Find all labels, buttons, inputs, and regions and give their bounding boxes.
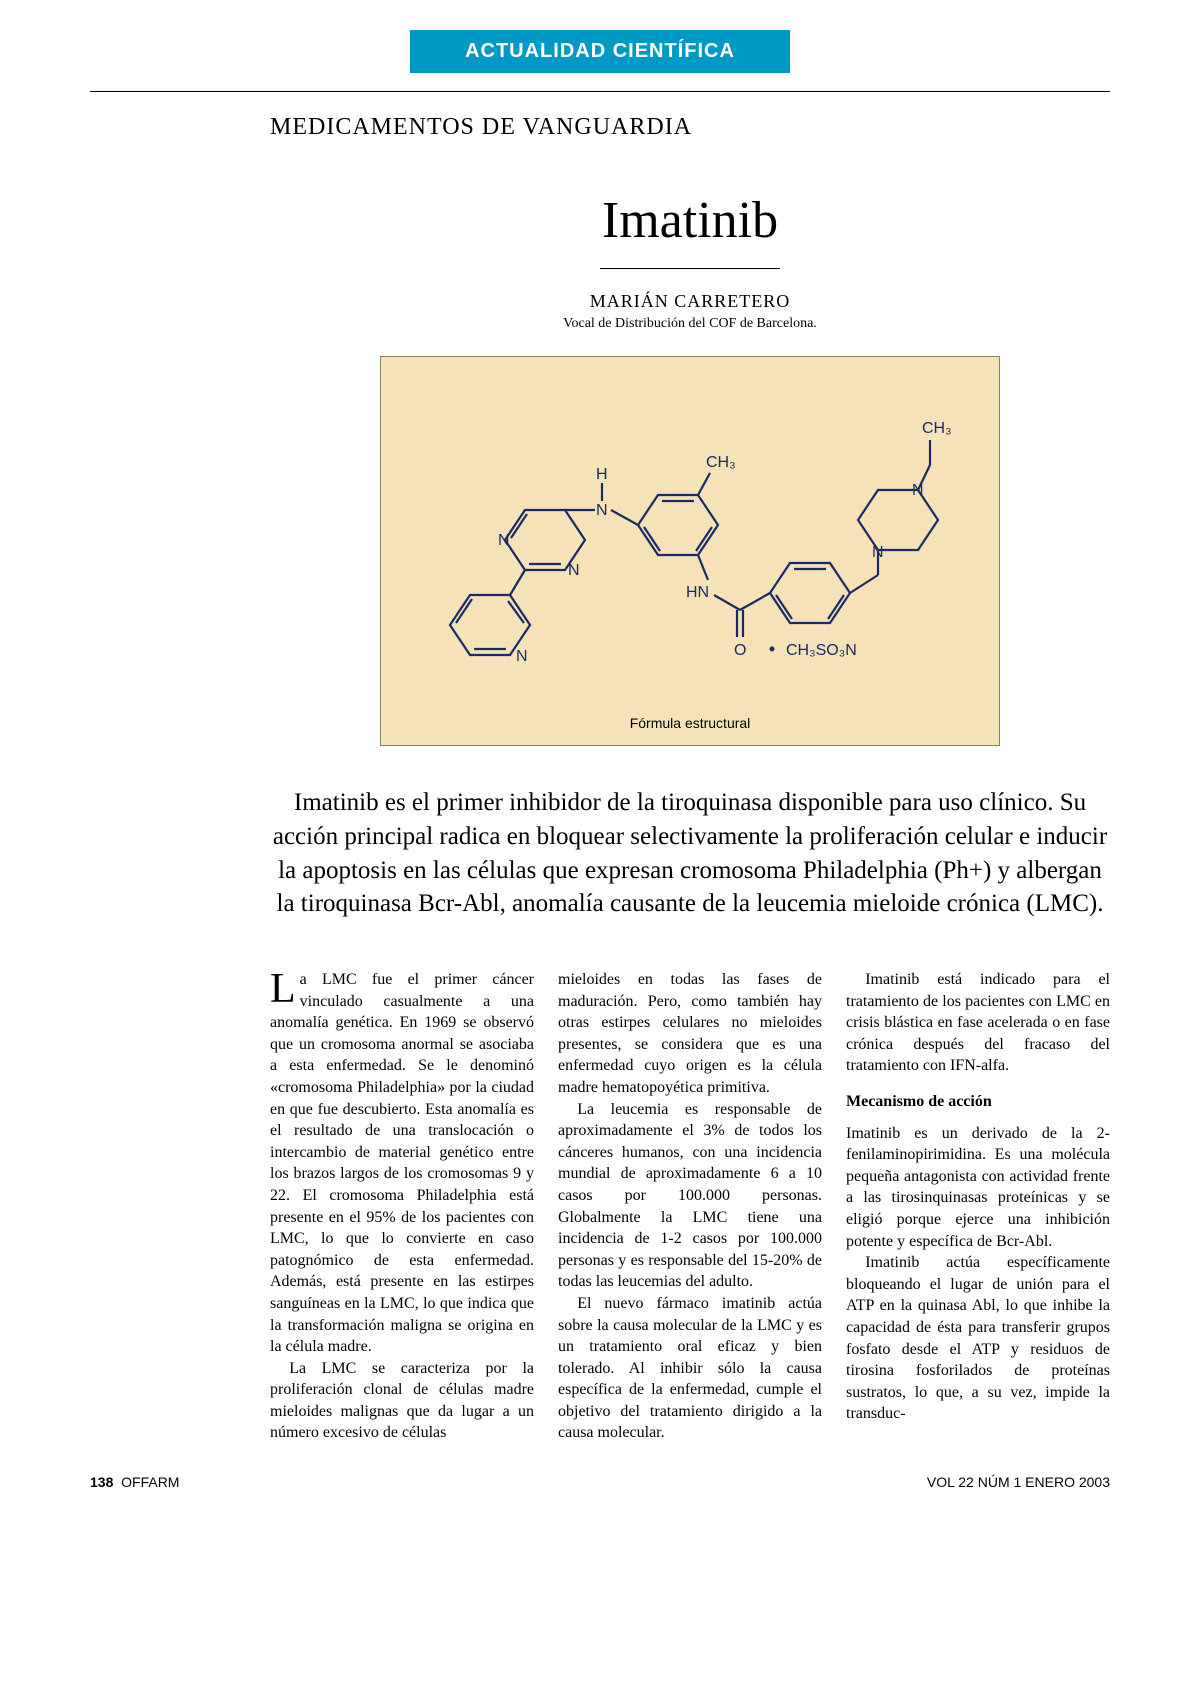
svg-text:N: N <box>596 502 608 519</box>
svg-text:N: N <box>872 544 884 561</box>
svg-text:CH₃: CH₃ <box>922 420 952 437</box>
col1-para2: La LMC se caracteriza por la proliferaci… <box>270 1358 534 1444</box>
svg-text:H: H <box>596 466 608 483</box>
title-underline <box>600 268 780 269</box>
col1-para1: La LMC fue el primer cáncer vinculado ca… <box>270 969 534 1358</box>
molecule-diagram: N N N N H <box>410 375 970 705</box>
footer-left: 138 OFFARM <box>90 1474 179 1490</box>
structural-formula-figure: N N N N H <box>380 356 1000 746</box>
col1-p1-text: a LMC fue el primer cáncer vinculado cas… <box>270 971 534 1355</box>
col3-para1: Imatinib está indicado para el tratamien… <box>846 969 1110 1077</box>
article-title: Imatinib <box>270 191 1110 250</box>
author-role: Vocal de Distribución del COF de Barcelo… <box>270 316 1110 332</box>
col2-para3: El nuevo fármaco imatinib actúa sobre la… <box>558 1293 822 1444</box>
svg-text:N: N <box>498 532 510 549</box>
page-footer: 138 OFFARM VOL 22 NÚM 1 ENERO 2003 <box>90 1474 1110 1490</box>
col2-para1: mieloides en todas las fases de maduraci… <box>558 969 822 1099</box>
col3-subhead: Mecanismo de acción <box>846 1091 1110 1113</box>
footer-right: VOL 22 NÚM 1 ENERO 2003 <box>927 1474 1110 1490</box>
page-number: 138 <box>90 1474 113 1490</box>
svg-text:N: N <box>516 648 528 665</box>
svg-text:N: N <box>568 562 580 579</box>
author-name: MARIÁN CARRETERO <box>270 291 1110 312</box>
svg-text:CH₃SO₃N: CH₃SO₃N <box>786 642 857 659</box>
col3-para2: Imatinib es un derivado de la 2-fenilami… <box>846 1123 1110 1253</box>
svg-text:O: O <box>734 642 746 659</box>
journal-name: OFFARM <box>121 1474 179 1490</box>
column-3: Imatinib está indicado para el tratamien… <box>846 969 1110 1444</box>
section-title: MEDICAMENTOS DE VANGUARDIA <box>270 114 1110 141</box>
article-content: MEDICAMENTOS DE VANGUARDIA Imatinib MARI… <box>270 114 1110 1444</box>
svg-text:HN: HN <box>686 584 709 601</box>
col2-para2: La leucemia es responsable de aproximada… <box>558 1099 822 1293</box>
dropcap: L <box>270 969 300 1008</box>
figure-caption: Fórmula estructural <box>399 715 981 731</box>
divider-top <box>90 91 1110 92</box>
svg-text:CH₃: CH₃ <box>706 454 736 471</box>
col3-para3: Imatinib actúa específicamente bloqueand… <box>846 1252 1110 1425</box>
column-1: La LMC fue el primer cáncer vinculado ca… <box>270 969 534 1444</box>
section-banner: ACTUALIDAD CIENTÍFICA <box>410 30 790 73</box>
body-columns: La LMC fue el primer cáncer vinculado ca… <box>270 969 1110 1444</box>
abstract-text: Imatinib es el primer inhibidor de la ti… <box>270 786 1110 921</box>
column-2: mieloides en todas las fases de maduraci… <box>558 969 822 1444</box>
